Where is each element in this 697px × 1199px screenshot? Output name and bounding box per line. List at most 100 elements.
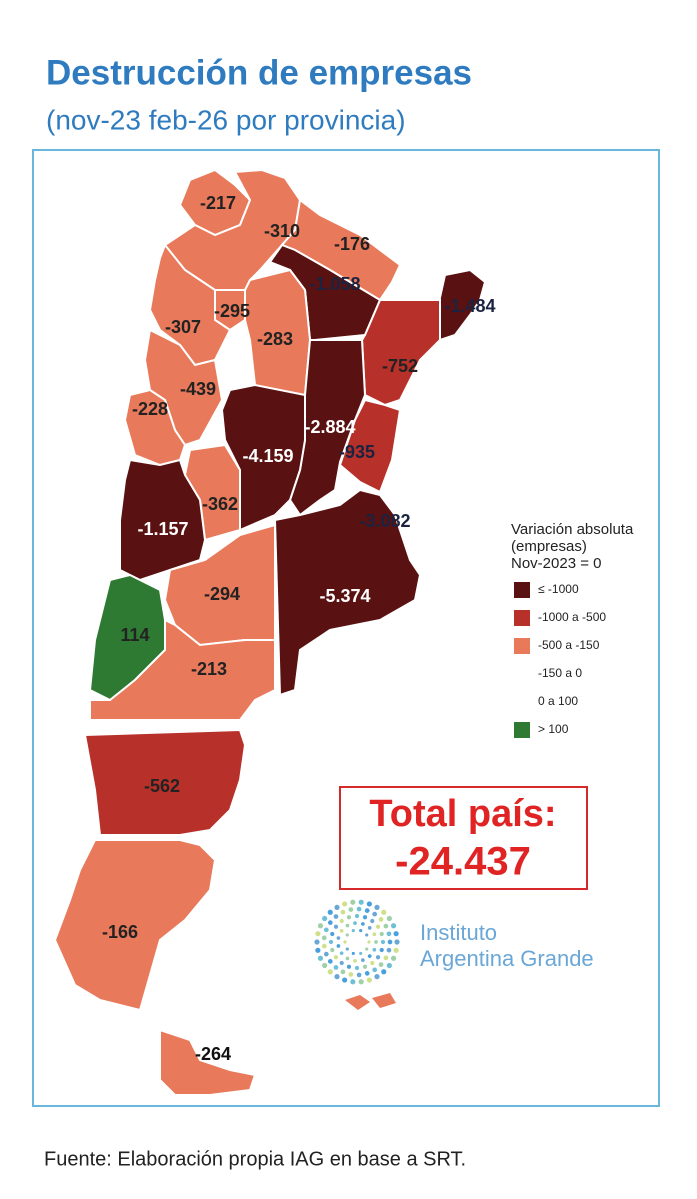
- logo-dot: [339, 928, 344, 933]
- logo-dot: [367, 954, 372, 958]
- logo-dot: [354, 965, 360, 971]
- title: Destrucción de empresas: [46, 53, 472, 92]
- logo-dot: [367, 926, 372, 930]
- logo-dot: [314, 939, 320, 945]
- logo-dot: [327, 969, 333, 975]
- logo-dot: [339, 960, 344, 966]
- province-value: -1.157: [137, 519, 188, 539]
- logo-dot: [322, 962, 328, 969]
- logo-dot: [374, 904, 380, 910]
- logo-dot: [386, 947, 392, 953]
- province: [143, 328, 224, 447]
- islands: [345, 993, 396, 1010]
- logo-dot: [378, 962, 384, 967]
- province-value: -307: [165, 317, 201, 337]
- province: [159, 1028, 257, 1096]
- province: [338, 398, 402, 494]
- logo-dot: [346, 964, 352, 969]
- legend: Variación absoluta(empresas)Nov-2023 = 0…: [511, 521, 634, 738]
- province-value: -439: [180, 379, 216, 399]
- logo-dot: [378, 917, 384, 922]
- province-value: -935: [339, 442, 375, 462]
- logo-dot: [343, 940, 347, 944]
- logo-dot: [340, 969, 346, 975]
- legend-swatch: [514, 666, 530, 682]
- logo-icon: [314, 899, 400, 985]
- logo-dot: [364, 908, 370, 913]
- logo-dot: [330, 947, 335, 953]
- province: [53, 839, 217, 1012]
- logo-dot: [350, 899, 356, 905]
- map-labels: -217 -310 -176 -1.058 -1.484 -752 -295 -307 -283…: [102, 193, 496, 1064]
- province: [360, 299, 441, 407]
- logo-dot: [348, 907, 354, 912]
- logo-dot: [333, 955, 339, 960]
- logo-dot: [393, 947, 399, 953]
- logo-dot: [372, 947, 377, 952]
- province-value: -295: [214, 301, 250, 321]
- logo-dot: [333, 914, 339, 919]
- province-value: -562: [144, 776, 180, 796]
- logo-dot: [327, 959, 333, 964]
- logo-dot: [327, 909, 333, 915]
- total-box: [339, 786, 588, 890]
- logo-dot: [374, 974, 380, 980]
- logo-dot: [364, 971, 370, 976]
- logo-dot: [370, 960, 375, 966]
- province-value: -4.159: [242, 446, 293, 466]
- legend-title: Variación absoluta: [511, 521, 634, 538]
- province: [89, 618, 276, 721]
- logo-dot: [362, 964, 368, 969]
- logo-dot: [315, 931, 321, 937]
- legend-label: 0 a 100: [538, 694, 578, 708]
- logo-dot: [381, 969, 387, 975]
- logo-dot: [327, 920, 333, 925]
- logo-dot: [317, 923, 324, 929]
- map-regions: [53, 168, 487, 1096]
- logo-dot: [386, 915, 392, 922]
- logo-dot: [339, 951, 344, 956]
- logo-dot: [317, 955, 324, 961]
- province-value: -1.484: [444, 296, 495, 316]
- logo-dot: [372, 967, 378, 973]
- legend-swatch: [514, 694, 530, 710]
- legend-swatch: [514, 582, 530, 598]
- island: [345, 995, 370, 1010]
- logo-dot: [359, 951, 363, 956]
- province-value: -264: [195, 1044, 231, 1064]
- logo-dot: [379, 947, 384, 953]
- logo-dot: [383, 955, 389, 961]
- logo-dot: [323, 927, 329, 933]
- province-value: -2.884: [304, 417, 355, 437]
- logo-dot: [333, 924, 339, 929]
- logo-dot: [342, 977, 348, 983]
- legend-label: ≤ -1000: [538, 582, 579, 596]
- logo-dot: [383, 923, 389, 929]
- logo-dot: [365, 947, 369, 951]
- logo-dot: [390, 955, 397, 961]
- logo-dot: [358, 899, 364, 905]
- province-value: -176: [334, 234, 370, 254]
- logo-dot: [345, 947, 349, 951]
- subtitle: (nov-23 feb-26 por provincia): [46, 104, 406, 135]
- logo-dot: [375, 955, 381, 960]
- province-value: -283: [257, 329, 293, 349]
- legend-label: -150 a 0: [538, 666, 582, 680]
- logo-dot: [328, 939, 334, 945]
- province: [119, 458, 207, 582]
- logo-dot: [370, 918, 375, 924]
- logo-dot: [366, 901, 372, 907]
- logo-dot: [372, 911, 378, 917]
- logo-dot: [393, 931, 399, 937]
- province-value: -217: [200, 193, 236, 213]
- legend-swatch: [514, 638, 530, 654]
- province-value: -310: [264, 221, 300, 241]
- logo-dot: [353, 921, 357, 925]
- legend-swatch: [514, 610, 530, 626]
- logo-dot: [323, 951, 329, 957]
- logo-dot: [375, 924, 381, 929]
- logo-dot: [359, 928, 363, 933]
- logo-dot: [372, 932, 377, 937]
- logo-text: Argentina Grande: [420, 946, 594, 971]
